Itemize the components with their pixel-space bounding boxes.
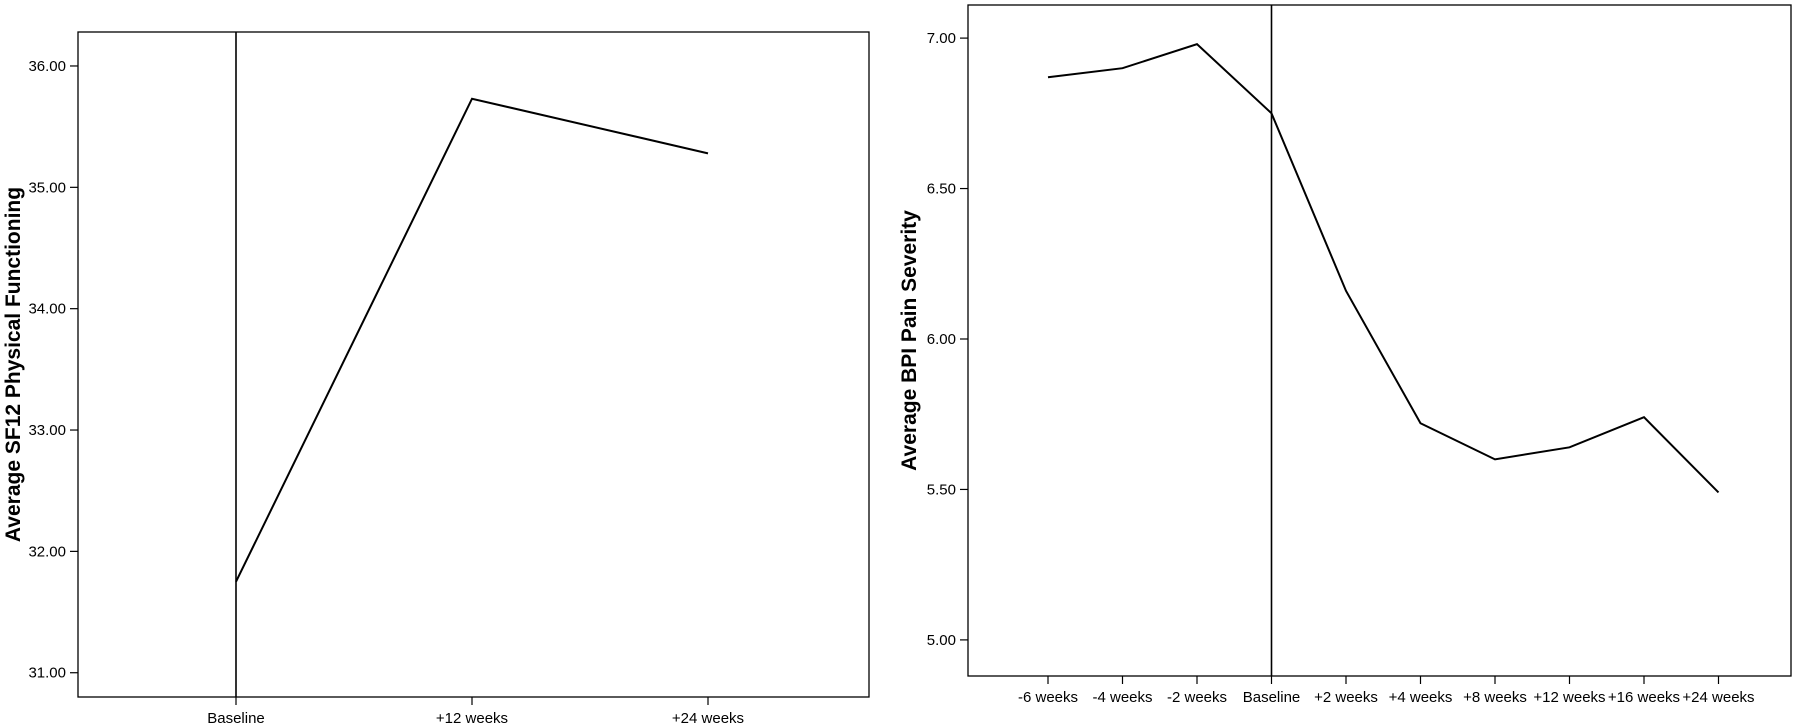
y-axis-title: Average SF12 Physical Functioning [2,187,25,542]
x-tick-label: +2 weeks [1314,689,1378,706]
plot-frame [77,31,870,698]
x-tick-label: -4 weeks [1092,689,1152,706]
y-tick-label: 33.00 [28,422,66,439]
y-tick-label: 31.00 [28,665,66,682]
bpi-series-line [1047,42,1720,494]
y-tick-label: 36.00 [28,58,66,75]
y-tick-label: 35.00 [28,179,66,196]
plot-frame [967,4,1792,677]
sf12-chart: 31.00 32.00 33.00 34.00 35.00 36.00 Baseline +… [2,31,870,727]
bpi-chart: 5.00 5.50 6.00 6.50 7.00 -6 weeks -4 weeks -2 … [900,0,1800,727]
x-tick-label: -2 weeks [1167,689,1227,706]
y-tick-label: 32.00 [28,543,66,560]
y-tick-label: 5.50 [927,481,956,498]
x-tick-label: -6 weeks [1018,689,1078,706]
x-tick-label: Baseline [207,710,265,727]
x-tick-label: +24 weeks [672,710,744,727]
sf12-series-line [235,97,709,583]
y-tick-label: 7.00 [927,30,956,47]
y-axis-title: Average BPI Pain Severity [900,210,921,471]
y-tick-label: 34.00 [28,301,66,318]
y-tick-label: 6.50 [927,181,956,198]
y-tick-label: 6.00 [927,331,956,348]
y-tick-label: 5.00 [927,632,956,649]
x-tick-label: Baseline [1243,689,1301,706]
x-tick-label: +8 weeks [1463,689,1527,706]
bpi-chart-svg: 5.00 5.50 6.00 6.50 7.00 -6 weeks -4 weeks -2 … [900,4,1792,706]
x-tick-label: +16 weeks [1608,689,1680,706]
x-tick-label: +24 weeks [1682,689,1754,706]
x-tick-label: +4 weeks [1389,689,1453,706]
x-tick-label: +12 weeks [1533,689,1605,706]
sf12-chart-svg: 31.00 32.00 33.00 34.00 35.00 36.00 Baseline +… [2,31,870,727]
x-tick-label: +12 weeks [436,710,508,727]
